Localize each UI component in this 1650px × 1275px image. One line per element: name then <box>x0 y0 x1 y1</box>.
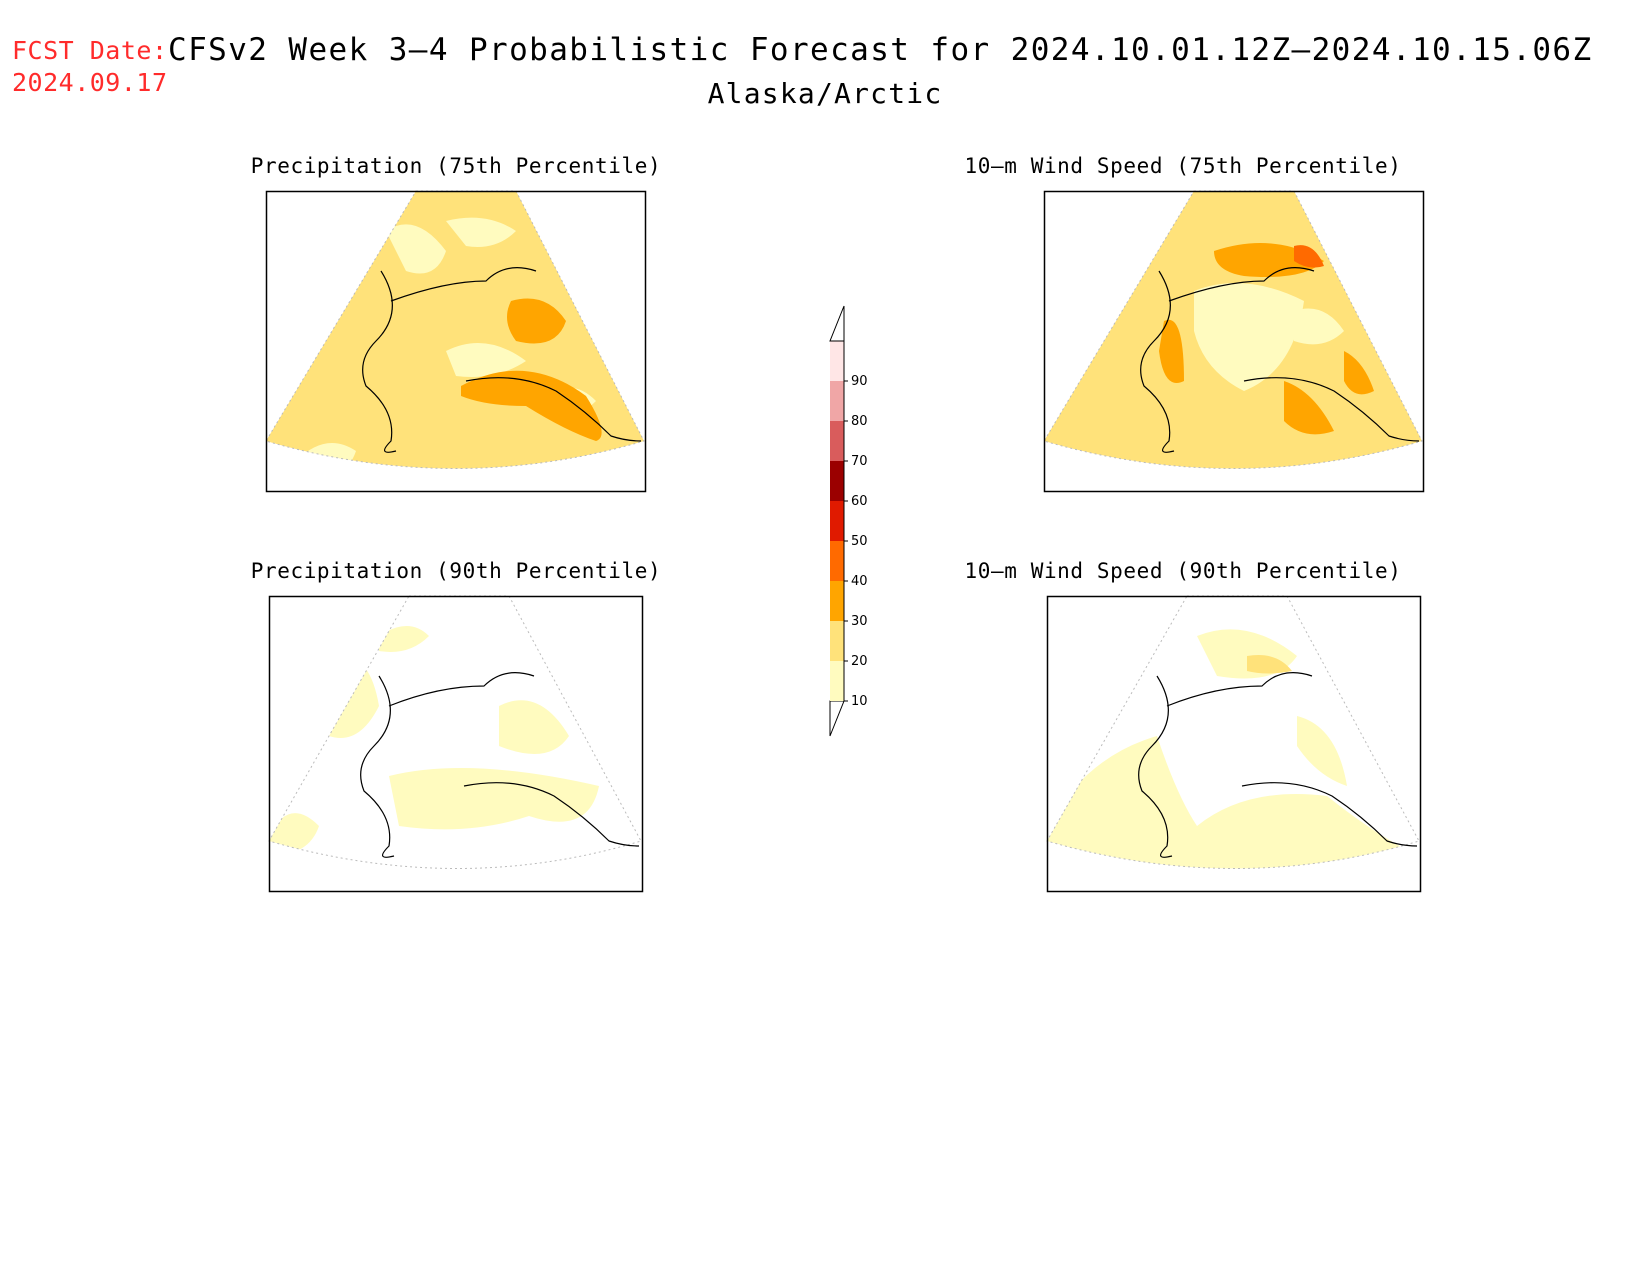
colorbar-tick-label: 50 <box>851 534 868 549</box>
field-low <box>296 217 596 469</box>
field-low <box>1047 629 1419 869</box>
field-max <box>1294 245 1324 268</box>
fcst-date-value: 2024.09.17 <box>12 68 168 97</box>
colorbar-segment <box>830 381 844 421</box>
colorbar-cap-top <box>829 305 845 342</box>
map-wind90 <box>1046 595 1422 893</box>
colorbar-tick-label: 40 <box>851 574 868 589</box>
field-mid <box>1247 655 1292 674</box>
colorbar-legend: 10 20 30 40 50 60 70 80 90 <box>829 305 868 737</box>
field-high <box>461 298 602 441</box>
panel-title-wind90: 10–m Wind Speed (90th Percentile) <box>964 559 1402 583</box>
panel-title-precip90: Precipitation (90th Percentile) <box>250 559 662 583</box>
colorbar-segment <box>830 461 844 501</box>
colorbar-tick-label: 80 <box>851 414 868 429</box>
map-precip75 <box>265 190 647 493</box>
colorbar-tick-label: 90 <box>851 374 868 389</box>
colorbar-cap-bottom <box>829 700 845 737</box>
map-wind75 <box>1043 190 1425 493</box>
colorbar-segment <box>830 341 844 381</box>
page-title: CFSv2 Week 3–4 Probabilistic Forecast fo… <box>168 32 1593 68</box>
colorbar-segment <box>830 541 844 581</box>
colorbar-tick-label: 70 <box>851 454 868 469</box>
panel-title-precip75: Precipitation (75th Percentile) <box>250 154 662 178</box>
colorbar-segment <box>830 661 844 701</box>
colorbar-segment <box>830 421 844 461</box>
colorbar-segment <box>830 581 844 621</box>
colorbar-segment <box>830 501 844 541</box>
colorbar-tick-label: 60 <box>851 494 868 509</box>
region-subtitle: Alaska/Arctic <box>707 77 943 110</box>
map-precip90 <box>268 595 644 893</box>
panel-title-wind75: 10–m Wind Speed (75th Percentile) <box>964 154 1402 178</box>
colorbar-tick-label: 20 <box>851 654 868 669</box>
fcst-date-label: FCST Date: <box>12 36 168 65</box>
field-low <box>1194 283 1344 391</box>
colorbar-tick-label: 10 <box>851 694 868 709</box>
colorbar-tick-label: 30 <box>851 614 868 629</box>
colorbar-segment <box>830 621 844 661</box>
